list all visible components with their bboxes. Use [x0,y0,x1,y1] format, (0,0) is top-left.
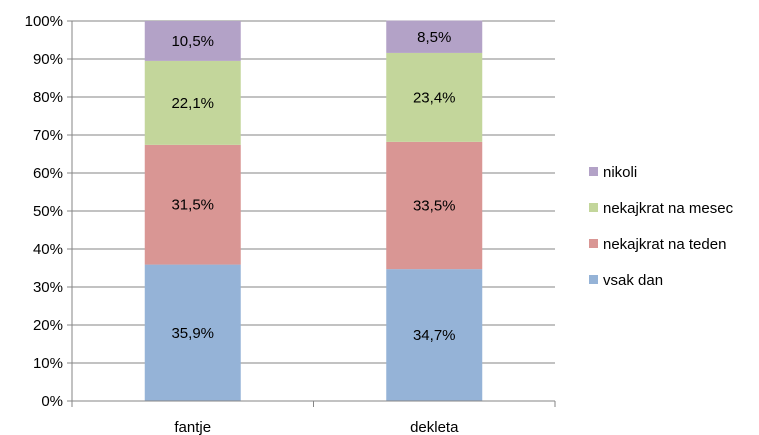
y-tick-label: 40% [33,241,63,258]
bar-stacks [144,20,483,401]
legend-entry-label: vsak dan [603,272,663,289]
bar-segment [386,20,483,53]
axes [67,20,556,407]
bar-segment [144,21,241,61]
legend-entry-label: nikoli [603,164,637,181]
legend-entry-label: nekajkrat na teden [603,236,726,253]
y-tick-label: 90% [33,51,63,68]
data-labels: 35,9% 31,5% 22,1% 10,5% 34,7% 33,5% 23,4% 8,5% [171,29,455,344]
y-tick-label: 20% [33,317,63,334]
y-tick-label: 0% [41,393,63,410]
x-axis-category-labels: fantje dekleta [174,419,459,435]
data-label: 35,9% [171,325,214,342]
data-label: 31,5% [171,197,214,214]
x-category-label: fantje [174,419,211,435]
data-label: 8,5% [417,29,451,46]
y-tick-label: 60% [33,165,63,182]
data-label: 33,5% [413,197,456,214]
data-label: 23,4% [413,89,456,106]
x-category-label: dekleta [410,419,459,435]
y-tick-label: 30% [33,279,63,296]
bar-segment [144,60,241,145]
y-axis-tick-labels: 0% 10% 20% 30% 40% 50% 60% 70% 80% 90% 100% [25,13,63,410]
y-tick-label: 50% [33,203,63,220]
y-tick-label: 100% [25,13,63,30]
data-label: 22,1% [171,95,214,112]
y-tick-label: 10% [33,355,63,372]
data-label: 34,7% [413,327,456,344]
legend-entry-label: nekajkrat na mesec [603,200,734,217]
bar-segment [144,144,241,265]
data-label: 10,5% [171,33,214,50]
legend-swatch [589,203,598,212]
legend-swatch [589,239,598,248]
bar-segment [386,269,483,401]
legend-swatch [589,167,598,176]
y-tick-label: 80% [33,89,63,106]
bar-segment [386,141,483,270]
legend: nikoli nekajkrat na mesec nekajkrat na ted… [589,164,734,289]
gridlines [72,20,555,364]
bar-segment [386,52,483,142]
legend-swatch [589,275,598,284]
y-tick-label: 70% [33,127,63,144]
bar-segment [144,264,241,401]
